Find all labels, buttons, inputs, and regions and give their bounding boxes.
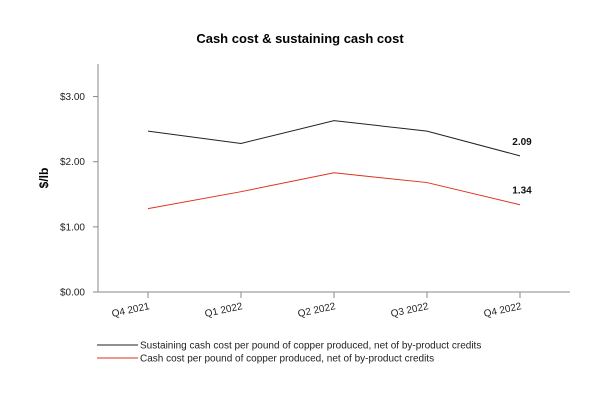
legend: Sustaining cash cost per pound of copper… <box>97 341 481 365</box>
y-tick-label: $3.00 <box>60 92 85 103</box>
chart-title: Cash cost & sustaining cash cost <box>196 31 404 46</box>
x-tick-label: Q4 2022 <box>483 301 523 320</box>
data-label: 1.34 <box>512 186 532 197</box>
y-tick-label: $1.00 <box>60 222 85 233</box>
legend-label: Cash cost per pound of copper produced, … <box>140 354 434 365</box>
y-tick-label: $2.00 <box>60 157 85 168</box>
y-axis-label: $/lb <box>37 168 51 189</box>
legend-label: Sustaining cash cost per pound of copper… <box>140 341 481 352</box>
x-tick-label: Q4 2021 <box>111 301 151 320</box>
x-tick-label: Q2 2022 <box>297 301 337 320</box>
series-line-1 <box>147 172 521 210</box>
x-tick-label: Q1 2022 <box>204 301 244 320</box>
data-label: 2.09 <box>512 137 532 148</box>
series-line-0 <box>147 120 521 157</box>
y-tick-label: $0.00 <box>60 288 85 299</box>
x-tick-label: Q3 2022 <box>390 301 430 320</box>
